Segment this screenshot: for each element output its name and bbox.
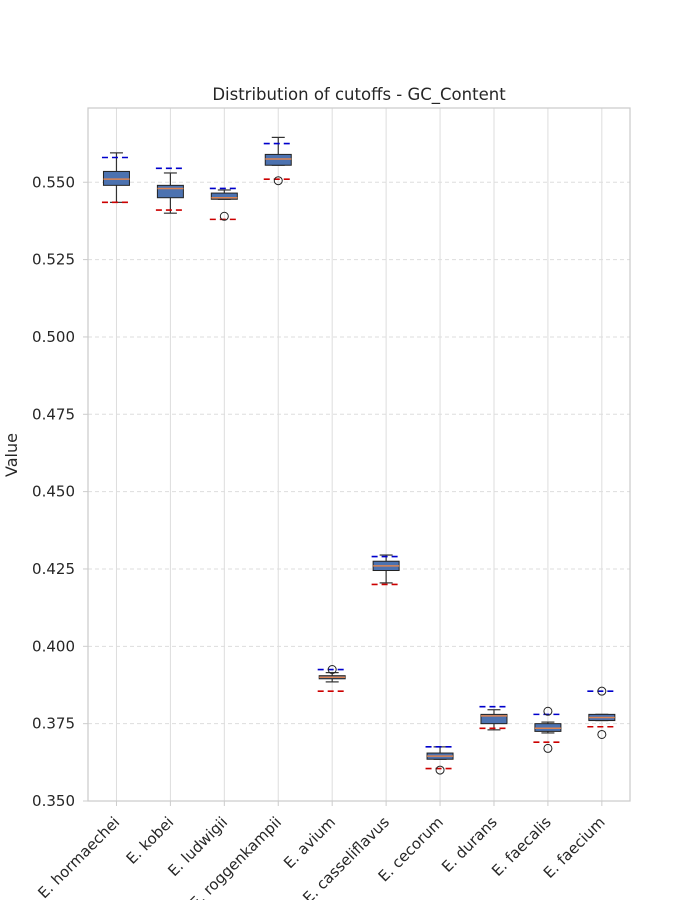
- outlier-point: [327, 665, 337, 675]
- x-tick-label: E. roggenkampii: [186, 813, 285, 900]
- y-tick-label: 0.350: [32, 792, 75, 810]
- x-tick-label: E. hormaechei: [34, 813, 123, 900]
- y-tick-label: 0.450: [32, 483, 75, 501]
- y-tick-label: 0.550: [32, 173, 75, 191]
- outlier-point: [219, 211, 229, 221]
- box-iqr: [210, 192, 238, 200]
- box-iqr: [534, 723, 562, 732]
- outlier-point: [543, 706, 553, 716]
- outlier-point: [597, 686, 607, 696]
- y-tick-label: 0.475: [32, 405, 75, 423]
- outlier-point: [543, 743, 553, 753]
- box-iqr: [102, 170, 130, 186]
- box-group: [533, 706, 563, 753]
- box-group: [263, 136, 293, 186]
- y-tick-label: 0.400: [32, 637, 75, 655]
- outlier-point: [435, 765, 445, 775]
- box-iqr: [480, 713, 508, 725]
- box-group: [425, 746, 455, 775]
- grid-lines: [88, 108, 630, 802]
- box-iqr: [264, 153, 292, 166]
- y-axis-ticks: 0.350 0.375 0.400 0.425 0.450 0.475 0.500 0.525…: [32, 173, 88, 810]
- box-group: [209, 187, 239, 221]
- y-tick-label: 0.375: [32, 715, 75, 733]
- box-group: [317, 665, 347, 692]
- plot-frame: [87, 107, 631, 802]
- box-group: [155, 167, 185, 214]
- chart-title: Distribution of cutoffs - GC_Content: [212, 85, 506, 105]
- boxes: [101, 136, 617, 775]
- outlier-point: [273, 176, 283, 186]
- outlier-point: [597, 729, 607, 739]
- y-tick-label: 0.425: [32, 560, 75, 578]
- box-group: [479, 705, 509, 731]
- x-tick-label: E. kobei: [123, 813, 178, 868]
- box-group: [101, 152, 131, 204]
- box-group: [587, 686, 617, 739]
- box-iqr: [156, 184, 184, 199]
- y-tick-label: 0.525: [32, 251, 75, 269]
- box-group: [371, 554, 401, 586]
- y-tick-label: 0.500: [32, 328, 75, 346]
- y-axis-label: Value: [2, 433, 21, 477]
